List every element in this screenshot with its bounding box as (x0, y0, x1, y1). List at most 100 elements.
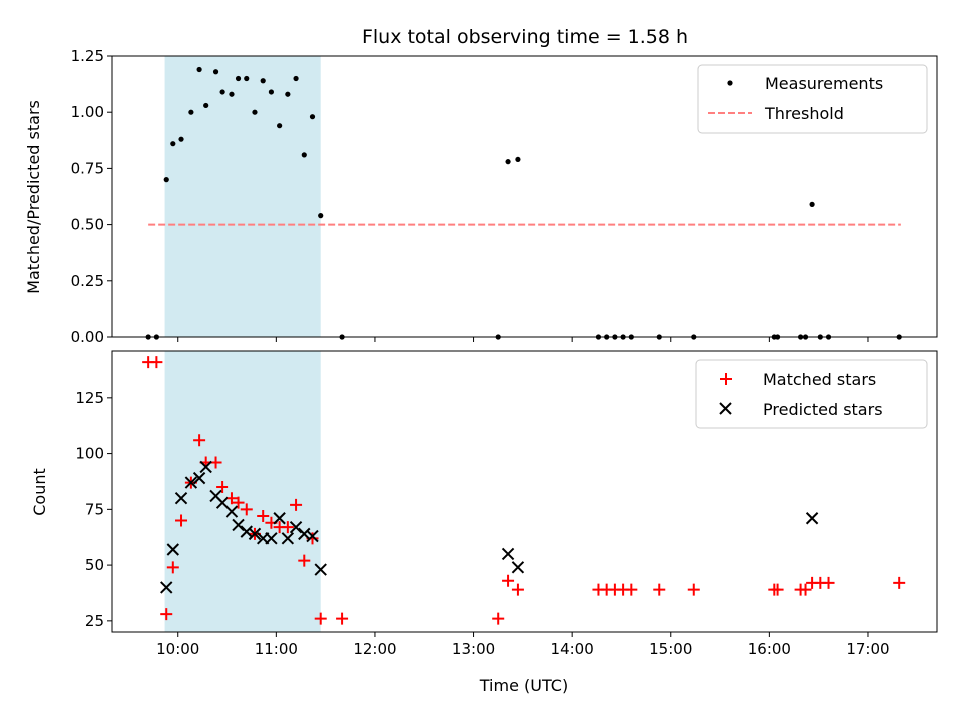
matched-stars-point (150, 356, 163, 369)
matched-stars-point (336, 612, 349, 625)
measurements-point (268, 89, 275, 95)
count-y-axis-label: Count (30, 468, 49, 516)
count-legend-box (695, 359, 928, 429)
predicted-stars-point (501, 547, 515, 561)
measurements-point (244, 75, 250, 82)
matched-stars-point (502, 574, 515, 587)
x-tick-label: 13:00 (452, 640, 495, 658)
x-tick-label: 11:00 (255, 640, 298, 658)
predicted-stars-point (192, 471, 206, 485)
x-tick-label: 14:00 (551, 640, 594, 658)
top-y-tick-label: 0.00 (71, 328, 104, 346)
measurements-point (212, 69, 219, 75)
matched-stars-point (625, 583, 638, 596)
ratio-panel: 0.00 0.25 0.50 0.75 1.00 1.25 Matched/Predict… (24, 47, 938, 346)
measurements-point (235, 75, 242, 82)
measurements-point (285, 91, 291, 97)
count-panel-frame (111, 350, 938, 633)
matched-stars-point (257, 510, 270, 523)
x-tick-label: 10:00 (156, 640, 199, 658)
predicted-stars-point (289, 520, 303, 534)
ratio-panel-frame (111, 55, 938, 338)
matched-stars-point (298, 554, 311, 567)
predicted-stars-point (248, 527, 262, 541)
matched-stars-point (653, 583, 666, 596)
measurements-point (515, 156, 521, 163)
predicted-stars-point (184, 476, 198, 489)
top-y-tick-label: 0.50 (71, 216, 104, 234)
matched-stars-point (799, 583, 812, 596)
predicted-stars-point (160, 581, 173, 594)
predicted-stars-point (199, 460, 212, 474)
matched-stars-point (175, 514, 188, 527)
top-y-tick-label: 0.75 (71, 159, 104, 177)
predicted-stars-point (166, 543, 180, 556)
top-y-tick-label: 0.25 (71, 272, 104, 290)
legend-predicted-label: Predicted stars (763, 400, 883, 419)
chart-title: Flux total observing time = 1.58 h (362, 26, 688, 48)
predicted-stars-point (314, 563, 327, 576)
predicted-stars-point (306, 529, 319, 543)
x-tick-label: 15:00 (649, 640, 692, 658)
measurements-point (260, 78, 266, 84)
measurements-point (809, 201, 815, 207)
ratio-legend-box (697, 64, 928, 134)
legend-measurements-label: Measurements (765, 74, 883, 93)
predicted-stars-point (232, 518, 245, 532)
matched-stars-point (771, 583, 784, 596)
legend-threshold-label: Threshold (764, 104, 844, 123)
matched-stars-point (492, 612, 505, 625)
measurements-point (505, 159, 511, 165)
matched-stars-point (160, 608, 173, 621)
ratio-y-axis-label: Matched/Predicted stars (24, 100, 43, 294)
bot-y-tick-label: 125 (75, 389, 104, 407)
x-axis-label: Time (UTC) (479, 676, 568, 695)
matched-stars-point (232, 496, 245, 509)
measurements-point (318, 213, 324, 219)
predicted-stars-point (265, 532, 278, 545)
measurements-point (301, 152, 307, 158)
matched-stars-point (511, 583, 524, 596)
count-panel: 25 50 75 100 125 10:00 11:00 12:00 13:00 14:00 15… (30, 350, 938, 695)
matched-stars-point (822, 576, 835, 589)
predicted-stars-point (281, 532, 295, 545)
matched-stars-point (193, 434, 206, 447)
bot-observing-window (164, 351, 321, 632)
top-observing-window (164, 56, 321, 337)
x-tick-label: 12:00 (353, 640, 396, 658)
matched-stars-point (314, 612, 327, 625)
measurements-point (252, 109, 258, 115)
bot-y-tick-label: 100 (75, 445, 104, 463)
matched-stars-point (893, 576, 906, 589)
matched-stars-point (240, 503, 253, 516)
legend-measurements-marker (727, 80, 733, 86)
measurements-point (219, 89, 225, 95)
matched-stars-point (216, 481, 229, 494)
measurements-point (309, 114, 316, 120)
measurements-point (229, 91, 235, 97)
measurements-point (170, 141, 176, 147)
legend-predicted-marker (719, 402, 732, 415)
predicted-stars-point (273, 512, 286, 525)
ratio-legend: Measurements Threshold (697, 64, 928, 134)
measurements-point (277, 123, 283, 129)
measurements-point (163, 177, 169, 183)
top-y-tick-label: 1.25 (71, 47, 104, 65)
predicted-stars-point (225, 505, 239, 518)
legend-matched-marker (720, 373, 732, 385)
predicted-stars-point (805, 512, 819, 525)
x-tick-label: 16:00 (748, 640, 791, 658)
legend-matched-label: Matched stars (763, 370, 876, 389)
count-legend: Matched stars Predicted stars (695, 359, 928, 429)
matched-stars-point (687, 583, 700, 596)
measurements-point (293, 75, 299, 82)
predicted-stars-point (215, 496, 229, 509)
matched-stars-point (281, 521, 294, 534)
matched-stars-point (166, 561, 179, 574)
top-y-tick-label: 1.00 (71, 103, 104, 121)
predicted-stars-point (174, 491, 188, 505)
measurements-point (196, 66, 202, 73)
bot-y-tick-label: 75 (85, 500, 104, 518)
bot-y-tick-label: 50 (85, 556, 104, 574)
